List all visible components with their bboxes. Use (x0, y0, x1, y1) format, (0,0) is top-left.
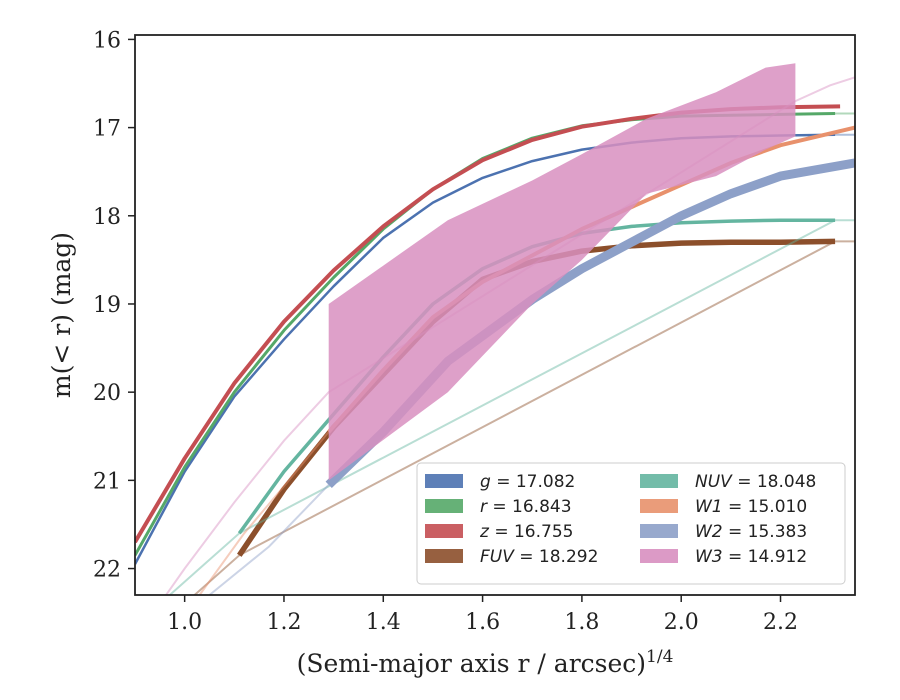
x-tick-label: 1.2 (266, 610, 301, 635)
series-fuv-extrapolation (193, 240, 855, 595)
legend: g = 17.082 r = 16.843 z = 16.755 FUV = 18.2… (416, 462, 846, 585)
legend-item-z: z = 16.755 (425, 522, 573, 542)
legend-item-r: r = 16.843 (425, 497, 572, 517)
legend-item-nuv: NUV = 18.048 (640, 472, 816, 492)
y-tick-label: 21 (93, 469, 121, 494)
x-tick-label: 1.8 (564, 610, 599, 635)
x-axis: 1.0 1.2 1.4 1.6 1.8 2.0 2.2 (167, 595, 798, 635)
legend-label: NUV = 18.048 (695, 472, 816, 492)
x-axis-label: (Semi-major axis r / arcsec)1/4 (297, 647, 674, 678)
legend-item-g: g = 17.082 (425, 472, 575, 492)
legend-swatch (425, 549, 463, 563)
legend-item-fuv: FUV = 18.292 (425, 547, 598, 567)
x-tick-label: 2.2 (763, 610, 798, 635)
series-w3 (164, 63, 855, 595)
legend-swatch (425, 524, 463, 538)
x-tick-label: 1.0 (167, 610, 202, 635)
legend-swatch (425, 499, 463, 513)
series-w2-extrapolation (208, 483, 330, 595)
legend-swatch (640, 474, 678, 488)
legend-item-w2: W2 = 15.383 (640, 522, 807, 542)
series-w3-extrapolation (164, 76, 855, 595)
series-w3-band (328, 63, 796, 481)
legend-label: W1 = 15.010 (695, 497, 807, 517)
legend-swatch (640, 499, 678, 513)
legend-swatch (640, 549, 678, 563)
legend-label: FUV = 18.292 (480, 547, 598, 567)
y-axis: 16 17 18 19 20 21 22 (93, 28, 135, 583)
legend-swatch (425, 474, 463, 488)
y-tick-label: 16 (93, 28, 121, 53)
y-tick-label: 18 (93, 205, 121, 230)
x-tick-label: 1.4 (366, 610, 401, 635)
legend-label: g = 17.082 (480, 472, 575, 492)
series-layer (135, 63, 855, 595)
legend-item-w1: W1 = 15.010 (640, 497, 807, 517)
x-tick-label: 1.6 (465, 610, 500, 635)
legend-label: r = 16.843 (480, 497, 572, 517)
y-tick-label: 19 (93, 293, 121, 318)
y-tick-label: 22 (93, 558, 121, 583)
legend-label: z = 16.755 (479, 522, 573, 542)
x-axis-label-exponent: 1/4 (646, 647, 673, 667)
legend-item-w3: W3 = 14.912 (640, 547, 807, 567)
legend-label: W3 = 14.912 (695, 547, 807, 567)
legend-frame (416, 462, 846, 585)
plot-frame (134, 34, 856, 596)
legend-label: W2 = 15.383 (695, 522, 807, 542)
x-tick-label: 2.0 (664, 610, 699, 635)
y-tick-label: 20 (93, 381, 121, 406)
legend-swatch (640, 524, 678, 538)
series-w1-extrapolation (198, 430, 330, 595)
y-tick-label: 17 (93, 117, 121, 142)
y-axis-label: m(< r) (mag) (47, 232, 76, 398)
